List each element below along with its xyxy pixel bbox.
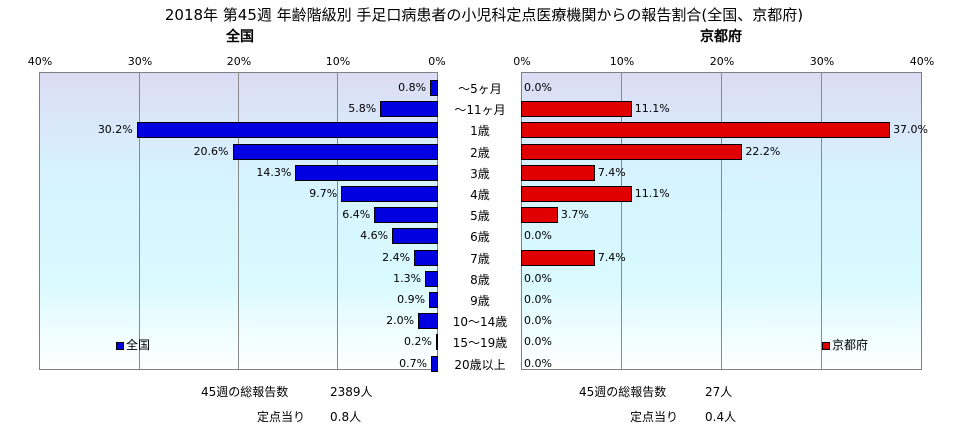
category-label: 7歳 [470, 251, 490, 266]
right-total-value: 27人 [705, 385, 733, 399]
category-label: 5歳 [470, 209, 490, 224]
right-value-label: 22.2% [745, 144, 781, 158]
right-tick-10: 10% [609, 55, 635, 68]
right-bar [521, 249, 595, 266]
left-bar [380, 101, 438, 118]
left-tick-20: 20% [226, 55, 252, 68]
right-value-label: 7.4% [597, 250, 626, 264]
left-legend-label: 全国 [126, 338, 151, 352]
chart-title: 2018年 第45週 年齢階級別 手足口病患者の小児科定点医療機関からの報告割合… [164, 6, 804, 24]
right-gridline [821, 72, 822, 370]
right-value-label: 11.1% [634, 102, 670, 116]
left-bar [429, 292, 438, 308]
left-value-label: 0.9% [397, 293, 426, 306]
left-bar [414, 249, 438, 266]
category-label: 20歳以上 [454, 357, 506, 372]
left-value-label: 2.0% [386, 314, 415, 328]
left-value-label: 0.7% [399, 356, 428, 370]
right-value-label: 3.7% [560, 208, 589, 222]
left-value-label: 0.8% [398, 81, 427, 94]
category-label: 〜5ヶ月 [458, 82, 502, 96]
right-value-label: 0.0% [524, 293, 552, 306]
left-bar [232, 143, 438, 160]
left-bar [392, 228, 438, 245]
right-tick-0: 0% [513, 55, 531, 68]
left-value-label: 0.2% [404, 335, 432, 349]
right-panel-title: 京都府 [700, 29, 742, 45]
right-value-label: 0.0% [524, 314, 552, 328]
left-gridline [139, 72, 140, 370]
right-value-label: 0.0% [524, 335, 552, 349]
left-value-label: 9.7% [309, 187, 338, 200]
left-value-label: 2.4% [382, 250, 411, 264]
left-value-label: 1.3% [393, 271, 422, 285]
left-gridline [238, 72, 239, 370]
right-gridline [721, 72, 722, 370]
left-per-label: 定点当り [257, 410, 306, 424]
right-legend: 京都府 [822, 336, 868, 353]
left-bar [430, 80, 438, 96]
right-per-label: 定点当り [630, 410, 679, 424]
right-gridline [621, 72, 622, 370]
right-bar [521, 186, 632, 202]
right-value-label: 0.0% [524, 356, 552, 370]
left-value-label: 4.6% [360, 229, 389, 243]
left-value-label: 20.6% [193, 144, 229, 158]
right-value-label: 0.0% [524, 229, 552, 243]
left-bar [374, 207, 438, 224]
left-panel-title: 全国 [226, 29, 254, 45]
left-tick-30: 30% [127, 55, 153, 68]
right-value-label: 7.4% [597, 165, 626, 179]
left-tick-10: 10% [325, 55, 351, 68]
right-legend-label: 京都府 [832, 338, 869, 352]
category-label: 10〜14歳 [452, 315, 508, 330]
left-per-value: 0.8人 [330, 410, 362, 424]
left-bar [436, 334, 438, 351]
left-legend: 全国 [116, 336, 150, 353]
right-bar [521, 207, 558, 224]
left-value-label: 6.4% [342, 208, 371, 222]
left-bar [341, 186, 438, 202]
left-total-label: 45週の総報告数 [201, 385, 289, 399]
left-bar [418, 313, 438, 330]
left-value-label: 5.8% [348, 102, 377, 116]
category-label: 4歳 [470, 188, 490, 202]
right-bar [521, 122, 891, 139]
left-gridline [337, 72, 338, 370]
right-per-value: 0.4人 [705, 410, 737, 424]
left-total-value: 2389人 [330, 385, 373, 399]
right-tick-20: 20% [709, 55, 735, 68]
left-bar [295, 164, 438, 181]
left-tick-40: 40% [27, 55, 53, 68]
right-value-label: 0.0% [524, 81, 552, 94]
left-tick-0: 0% [428, 55, 446, 68]
left-value-label: 30.2% [97, 123, 133, 137]
right-value-label: 0.0% [524, 271, 552, 285]
category-label: 15〜19歳 [452, 336, 508, 351]
right-legend-swatch [822, 341, 830, 350]
left-bar [425, 270, 438, 287]
left-bar [136, 122, 438, 139]
category-label: 6歳 [470, 230, 490, 245]
right-value-label: 37.0% [893, 123, 929, 137]
left-legend-swatch [116, 341, 124, 350]
category-label: 2歳 [470, 145, 490, 160]
right-tick-40: 40% [909, 55, 935, 68]
right-tick-30: 30% [809, 55, 835, 68]
category-label: 〜11ヶ月 [454, 103, 506, 118]
category-label: 9歳 [470, 294, 490, 308]
category-label: 1歳 [470, 124, 490, 139]
category-label: 3歳 [470, 166, 490, 181]
right-bar [521, 143, 743, 160]
right-total-label: 45週の総報告数 [579, 385, 667, 399]
left-bar [431, 355, 438, 372]
right-bar [521, 164, 595, 181]
category-label: 8歳 [470, 272, 490, 287]
right-value-label: 11.1% [634, 187, 670, 200]
left-value-label: 14.3% [256, 165, 292, 179]
right-bar [521, 101, 632, 118]
